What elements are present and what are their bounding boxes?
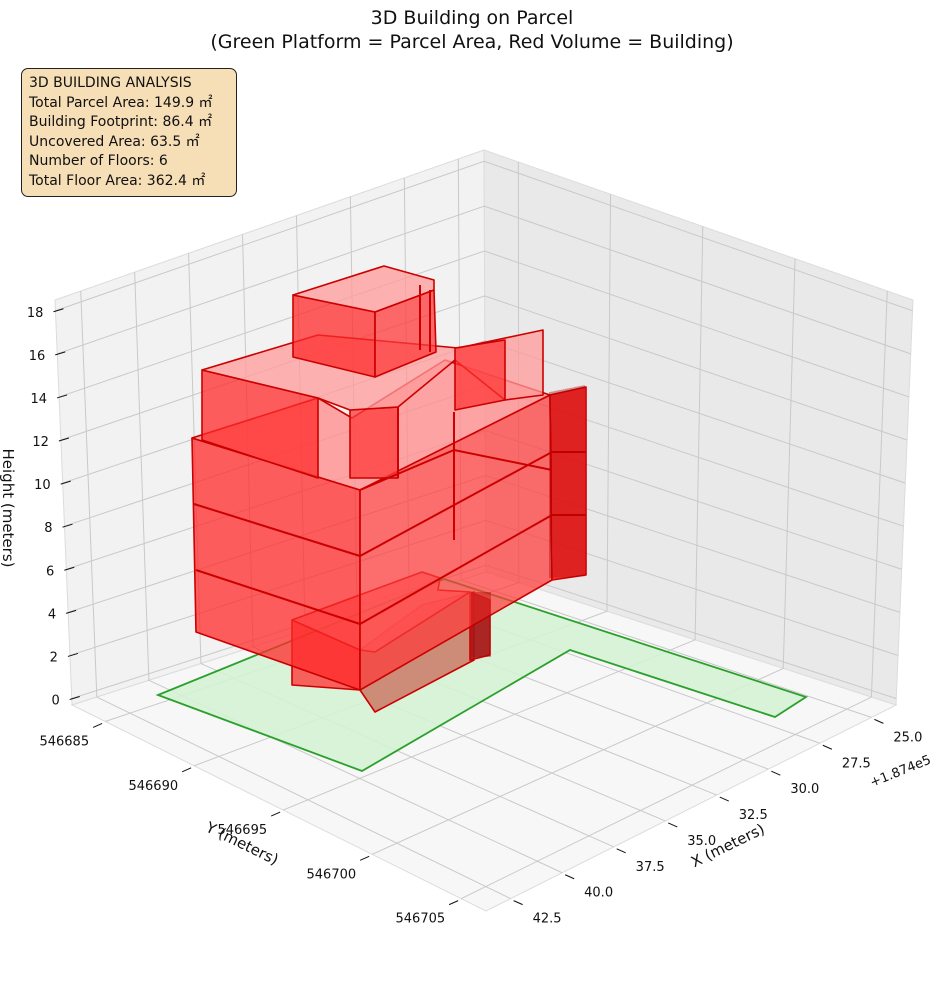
x-tick-mark bbox=[513, 900, 523, 906]
top-block-roof bbox=[292, 265, 435, 313]
y-tick-label: 546700 bbox=[307, 867, 357, 882]
x-gridline bbox=[188, 253, 614, 848]
y-gridline bbox=[282, 226, 704, 811]
x-gridline bbox=[80, 290, 511, 900]
chart-title-line2: (Green Platform = Parcel Area, Red Volum… bbox=[210, 31, 734, 53]
z-gridline bbox=[55, 160, 913, 312]
z-tick-mark bbox=[65, 609, 77, 614]
floor-line-1 bbox=[195, 514, 586, 626]
x-tick-mark bbox=[874, 718, 884, 724]
upper-core-face bbox=[349, 406, 399, 479]
building-floor-lines bbox=[193, 285, 586, 626]
x-tick-label: 35.0 bbox=[687, 834, 716, 849]
x-tick-mark bbox=[668, 822, 678, 828]
z-tick-mark bbox=[67, 652, 79, 657]
z-tick-mark bbox=[60, 480, 71, 485]
y-tick-label: 546685 bbox=[39, 734, 89, 749]
curved-wall-stripes bbox=[471, 385, 585, 657]
y-tick-mark bbox=[270, 811, 281, 817]
z-tick-label: 12 bbox=[32, 435, 49, 450]
y-axis: 546685 546690 546695 546700 546705 bbox=[39, 723, 459, 927]
chart-title-line1: 3D Building on Parcel bbox=[370, 7, 574, 29]
z-tick-label: 4 bbox=[48, 607, 56, 622]
floor-line-4 bbox=[359, 448, 553, 491]
x-tick-mark bbox=[771, 770, 781, 776]
x-tick-label: 42.5 bbox=[533, 912, 562, 927]
info-line-uncovered: Uncovered Area: 63.5 ㎡ bbox=[29, 133, 200, 150]
z-tick-label: 8 bbox=[44, 521, 52, 536]
z-gridline bbox=[57, 205, 911, 355]
z-axis-label: Height (meters) bbox=[0, 449, 17, 568]
z-tick-mark bbox=[55, 351, 66, 356]
z-tick-label: 6 bbox=[46, 564, 54, 579]
z-tick-label: 2 bbox=[50, 650, 58, 665]
info-line-floors: Number of Floors: 6 bbox=[29, 153, 168, 169]
y-tick-mark bbox=[448, 900, 459, 906]
y-gridline bbox=[460, 290, 888, 900]
info-line-parcel-area: Total Parcel Area: 149.9 ㎡ bbox=[29, 94, 213, 111]
info-line-footprint: Building Footprint: 86.4 ㎡ bbox=[29, 114, 213, 130]
y-tick-label: 546705 bbox=[396, 912, 446, 927]
x-tick-mark bbox=[564, 874, 575, 880]
z-tick-mark bbox=[58, 437, 70, 442]
x-gridline bbox=[134, 272, 563, 874]
y-tick-label: 546695 bbox=[217, 823, 267, 838]
x-tick-mark bbox=[822, 744, 833, 750]
x-tick-mark bbox=[616, 848, 626, 854]
z-tick-mark bbox=[69, 696, 80, 701]
z-tick-mark bbox=[62, 523, 73, 528]
floor-line-2 bbox=[193, 451, 586, 558]
x-tick-label: 30.0 bbox=[790, 782, 819, 797]
info-line-floor-area: Total Floor Area: 362.4 ㎡ bbox=[29, 172, 206, 189]
y-gridline bbox=[371, 258, 796, 855]
x-tick-label: 40.0 bbox=[584, 886, 613, 901]
y-tick-mark bbox=[359, 855, 370, 861]
z-tick-label: 0 bbox=[51, 694, 59, 709]
x-tick-label: 32.5 bbox=[739, 808, 768, 823]
x-offset-label: +1.874e5 bbox=[868, 753, 933, 791]
x-tick-label: 27.5 bbox=[842, 756, 871, 771]
info-heading: 3D BUILDING ANALYSIS bbox=[29, 75, 192, 91]
z-tick-mark bbox=[56, 394, 68, 399]
z-tick-label: 18 bbox=[27, 306, 44, 321]
z-axis: 0 2 4 6 8 10 12 14 16 18 bbox=[27, 306, 80, 709]
z-tick-label: 16 bbox=[29, 349, 46, 364]
y-tick-mark bbox=[92, 723, 103, 728]
x-tick-label: 37.5 bbox=[636, 860, 665, 875]
z-tick-mark bbox=[53, 308, 64, 313]
z-tick-mark bbox=[64, 566, 75, 571]
z-tick-label: 14 bbox=[31, 392, 48, 407]
z-tick-label: 10 bbox=[34, 478, 51, 493]
analysis-info-box: 3D BUILDING ANALYSIS Total Parcel Area: … bbox=[21, 68, 237, 197]
x-axis: 25.0 27.5 30.0 32.5 35.0 37.5 40.0 42.5 bbox=[513, 718, 922, 927]
x-tick-label: 25.0 bbox=[893, 730, 922, 745]
z-gridline bbox=[58, 250, 910, 398]
y-tick-label: 546690 bbox=[128, 779, 178, 794]
y-tick-mark bbox=[181, 767, 192, 773]
x-tick-mark bbox=[719, 796, 729, 802]
upper-tower-face bbox=[454, 339, 506, 411]
